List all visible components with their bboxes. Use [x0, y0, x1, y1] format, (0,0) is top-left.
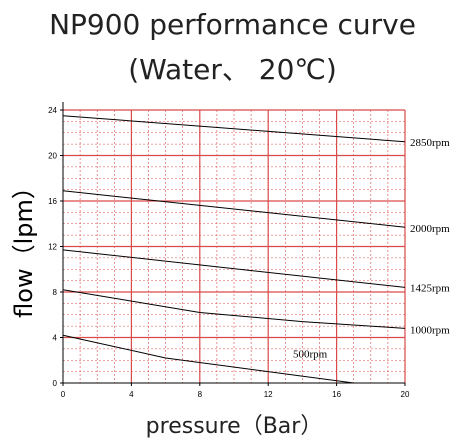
x-tick-label: 0 — [61, 390, 66, 399]
y-tick-label: 8 — [53, 288, 58, 297]
series-curve-500rpm — [62, 334, 354, 384]
x-tick-label: 12 — [264, 390, 273, 399]
series-label: 500rpm — [293, 348, 328, 360]
y-tick-label: 16 — [48, 197, 57, 206]
y-tick-label: 0 — [53, 379, 58, 388]
series-curve-2000rpm — [62, 190, 406, 228]
x-tick-label: 16 — [332, 390, 341, 399]
series-labels: 2850rpm 2000rpm 1425rpm 1000rpm 500rpm — [293, 137, 450, 361]
series-label: 2850rpm — [410, 137, 450, 149]
series-curve-2850rpm — [62, 115, 406, 143]
grid — [63, 109, 406, 383]
chart-subtitle: (Water、 20℃) — [128, 53, 337, 86]
series-label: 2000rpm — [410, 223, 450, 235]
x-axis-label: pressure（Bar） — [146, 414, 323, 439]
x-tick-label: 20 — [401, 390, 410, 399]
series-label: 1425rpm — [410, 282, 450, 294]
x-tick-label: 8 — [198, 390, 203, 399]
series-curve-1000rpm — [62, 289, 406, 329]
y-axis-label: flow（lpm） — [10, 175, 38, 318]
y-tick-label: 4 — [53, 334, 58, 343]
x-tick-label: 4 — [129, 390, 134, 399]
y-tick-label: 12 — [48, 243, 57, 252]
chart-title: NP900 performance curve — [49, 8, 416, 41]
series-label: 1000rpm — [410, 324, 450, 336]
y-tick-label: 20 — [48, 152, 57, 161]
series — [62, 115, 406, 384]
tick-labels: 0 4 8 12 16 20 0 4 8 12 16 20 24 — [48, 106, 410, 399]
axes — [62, 102, 405, 384]
y-tick-label: 24 — [48, 106, 57, 115]
series-curve-1425rpm — [62, 249, 406, 288]
